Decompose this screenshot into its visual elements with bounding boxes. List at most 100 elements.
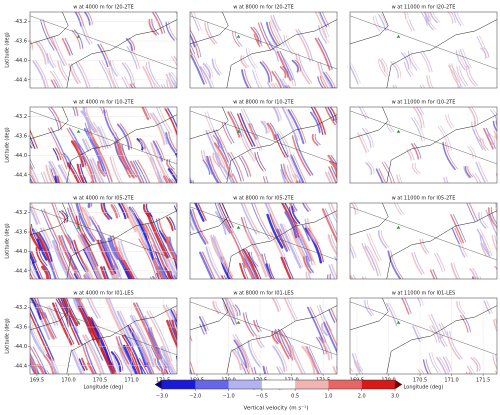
y-tick-label: -43.2 bbox=[14, 114, 27, 120]
wave bbox=[286, 34, 296, 54]
wave bbox=[158, 107, 173, 133]
wave bbox=[223, 300, 232, 319]
wave bbox=[419, 107, 425, 115]
wave bbox=[342, 98, 349, 114]
wave bbox=[447, 114, 455, 128]
wave bbox=[240, 55, 248, 69]
wave bbox=[83, 128, 105, 172]
wave bbox=[459, 315, 469, 333]
wave bbox=[45, 164, 53, 183]
wave bbox=[494, 234, 497, 246]
wave bbox=[468, 371, 471, 374]
y-axis-label: Latitude (deg) bbox=[5, 223, 11, 259]
wave bbox=[360, 132, 370, 153]
wave bbox=[158, 266, 167, 279]
wave bbox=[41, 265, 50, 279]
wave bbox=[282, 163, 293, 183]
panel-title: w at 4000 m for I05-2TE bbox=[73, 196, 134, 202]
wave bbox=[482, 47, 489, 59]
wave bbox=[10, 81, 17, 97]
wave bbox=[122, 344, 139, 374]
wave bbox=[465, 65, 476, 87]
wave bbox=[330, 165, 337, 181]
wave bbox=[403, 12, 407, 20]
wave bbox=[306, 306, 325, 344]
wave bbox=[220, 275, 225, 279]
wave bbox=[447, 65, 459, 88]
wave bbox=[168, 319, 177, 342]
wave bbox=[36, 238, 48, 261]
wave bbox=[137, 159, 151, 183]
wave bbox=[150, 346, 165, 374]
wave bbox=[328, 203, 337, 224]
wave bbox=[450, 12, 456, 24]
wave bbox=[205, 63, 213, 78]
panel-title: w at 11000 m for I01-LES bbox=[392, 291, 455, 297]
wave bbox=[214, 152, 228, 180]
wave bbox=[168, 158, 175, 170]
colorbar-segment bbox=[361, 380, 396, 389]
wave bbox=[60, 298, 83, 345]
wave bbox=[30, 129, 38, 149]
wave bbox=[69, 206, 83, 235]
wave bbox=[279, 228, 290, 251]
wave bbox=[134, 160, 148, 183]
wave bbox=[102, 266, 110, 279]
wave bbox=[361, 276, 365, 279]
wave bbox=[96, 241, 114, 279]
wave bbox=[30, 321, 45, 355]
wave bbox=[68, 127, 84, 160]
wave bbox=[212, 135, 220, 149]
wave bbox=[221, 122, 233, 144]
wave bbox=[190, 362, 196, 374]
wave bbox=[330, 308, 337, 323]
wave bbox=[105, 298, 125, 337]
wave bbox=[399, 174, 403, 183]
wave bbox=[342, 355, 349, 371]
wave bbox=[406, 61, 414, 77]
wave bbox=[265, 366, 269, 374]
wave bbox=[172, 310, 177, 321]
wave bbox=[170, 270, 174, 279]
wave bbox=[36, 363, 45, 374]
wave bbox=[183, 202, 188, 214]
wave bbox=[340, 169, 351, 193]
panel-title: w at 4000 m for I20-2TE bbox=[73, 5, 134, 11]
wave bbox=[450, 262, 459, 279]
wave bbox=[44, 265, 52, 279]
wave bbox=[417, 369, 422, 374]
wave bbox=[30, 305, 55, 361]
wave bbox=[432, 12, 441, 23]
wave bbox=[242, 262, 249, 279]
y-tick-label: -44.0 bbox=[14, 58, 27, 64]
wave bbox=[211, 237, 231, 278]
wave bbox=[367, 245, 382, 276]
wave bbox=[495, 318, 497, 326]
wave bbox=[60, 60, 70, 81]
wave bbox=[44, 312, 57, 339]
wave bbox=[234, 334, 253, 373]
wave bbox=[35, 232, 51, 263]
wave bbox=[50, 359, 58, 374]
wave bbox=[190, 33, 196, 48]
wave bbox=[445, 141, 458, 170]
wave bbox=[250, 26, 260, 45]
wave bbox=[478, 212, 487, 229]
wave bbox=[414, 162, 421, 174]
wave bbox=[259, 61, 271, 83]
wave bbox=[35, 60, 49, 88]
wave bbox=[243, 203, 260, 234]
wave bbox=[30, 352, 40, 374]
wave bbox=[43, 354, 55, 374]
wave bbox=[279, 130, 292, 157]
wave bbox=[392, 61, 402, 78]
wave bbox=[78, 61, 91, 88]
wave bbox=[319, 61, 332, 88]
wave bbox=[478, 161, 488, 182]
wave bbox=[152, 12, 163, 35]
wave bbox=[412, 107, 423, 129]
wave bbox=[178, 42, 189, 66]
wave bbox=[408, 148, 415, 160]
wave bbox=[180, 18, 186, 31]
